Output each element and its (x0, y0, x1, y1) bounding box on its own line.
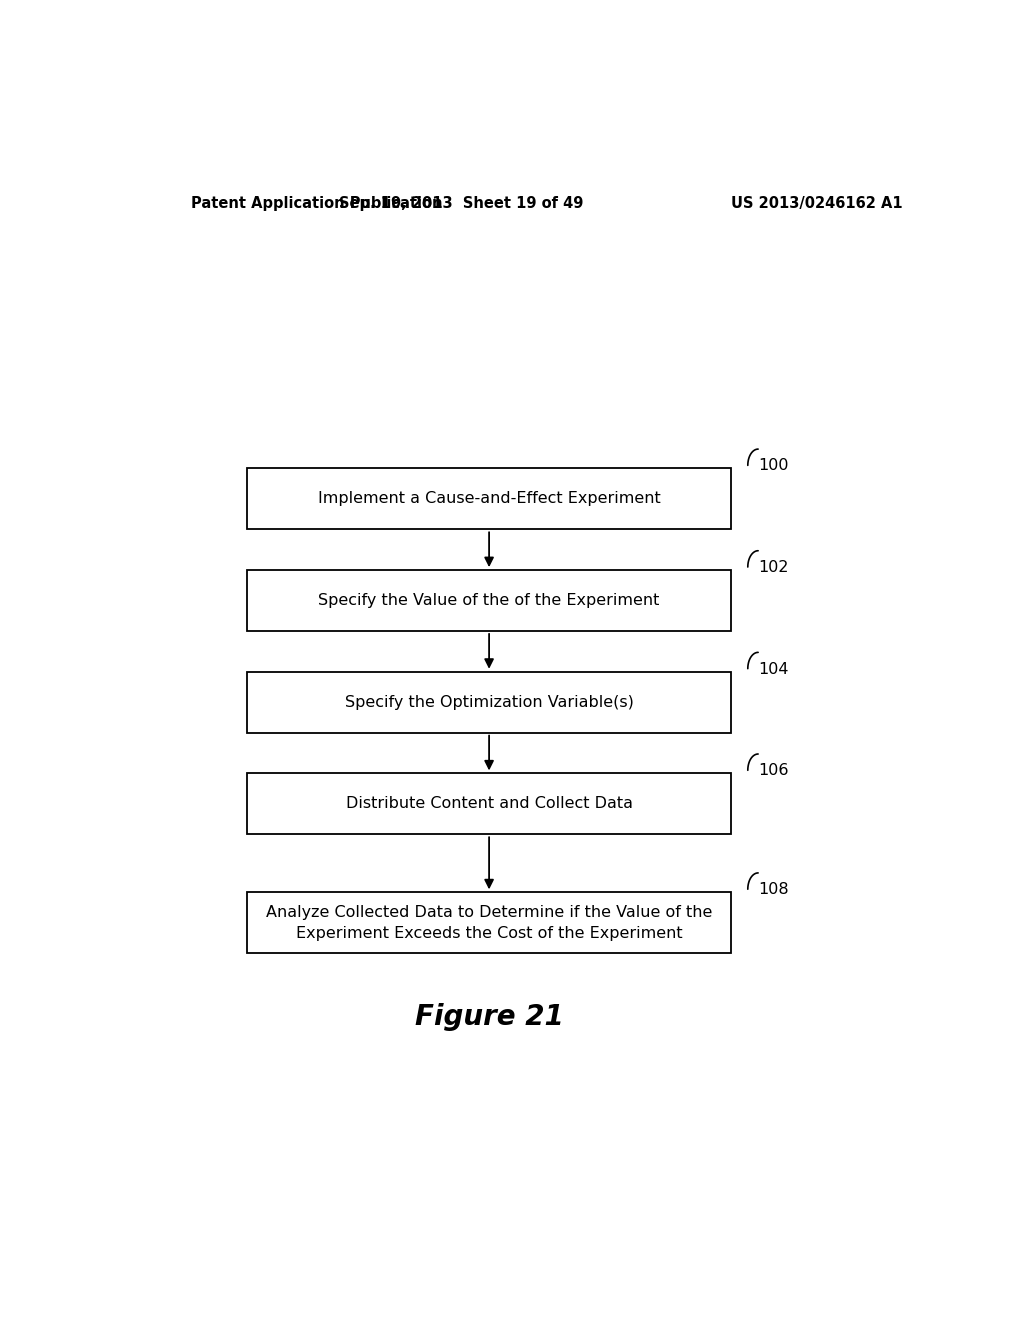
Text: 106: 106 (758, 763, 788, 779)
Bar (247, 892, 731, 953)
Text: Figure 21: Figure 21 (415, 1003, 563, 1031)
Bar (247, 774, 731, 834)
Text: 100: 100 (758, 458, 788, 474)
Text: Analyze Collected Data to Determine if the Value of the
Experiment Exceeds the C: Analyze Collected Data to Determine if t… (266, 904, 713, 941)
Text: 108: 108 (758, 882, 788, 898)
Text: US 2013/0246162 A1: US 2013/0246162 A1 (731, 195, 903, 211)
Bar (247, 672, 731, 733)
Bar (247, 570, 731, 631)
Text: Patent Application Publication: Patent Application Publication (191, 195, 443, 211)
Text: Sep. 19, 2013  Sheet 19 of 49: Sep. 19, 2013 Sheet 19 of 49 (339, 195, 584, 211)
Bar (247, 469, 731, 529)
Text: 102: 102 (758, 560, 788, 576)
Text: Distribute Content and Collect Data: Distribute Content and Collect Data (345, 796, 633, 812)
Text: Implement a Cause-and-Effect Experiment: Implement a Cause-and-Effect Experiment (317, 491, 660, 507)
Text: Specify the Optimization Variable(s): Specify the Optimization Variable(s) (345, 694, 634, 710)
Text: Specify the Value of the of the Experiment: Specify the Value of the of the Experime… (318, 593, 659, 609)
Text: 104: 104 (758, 661, 788, 677)
